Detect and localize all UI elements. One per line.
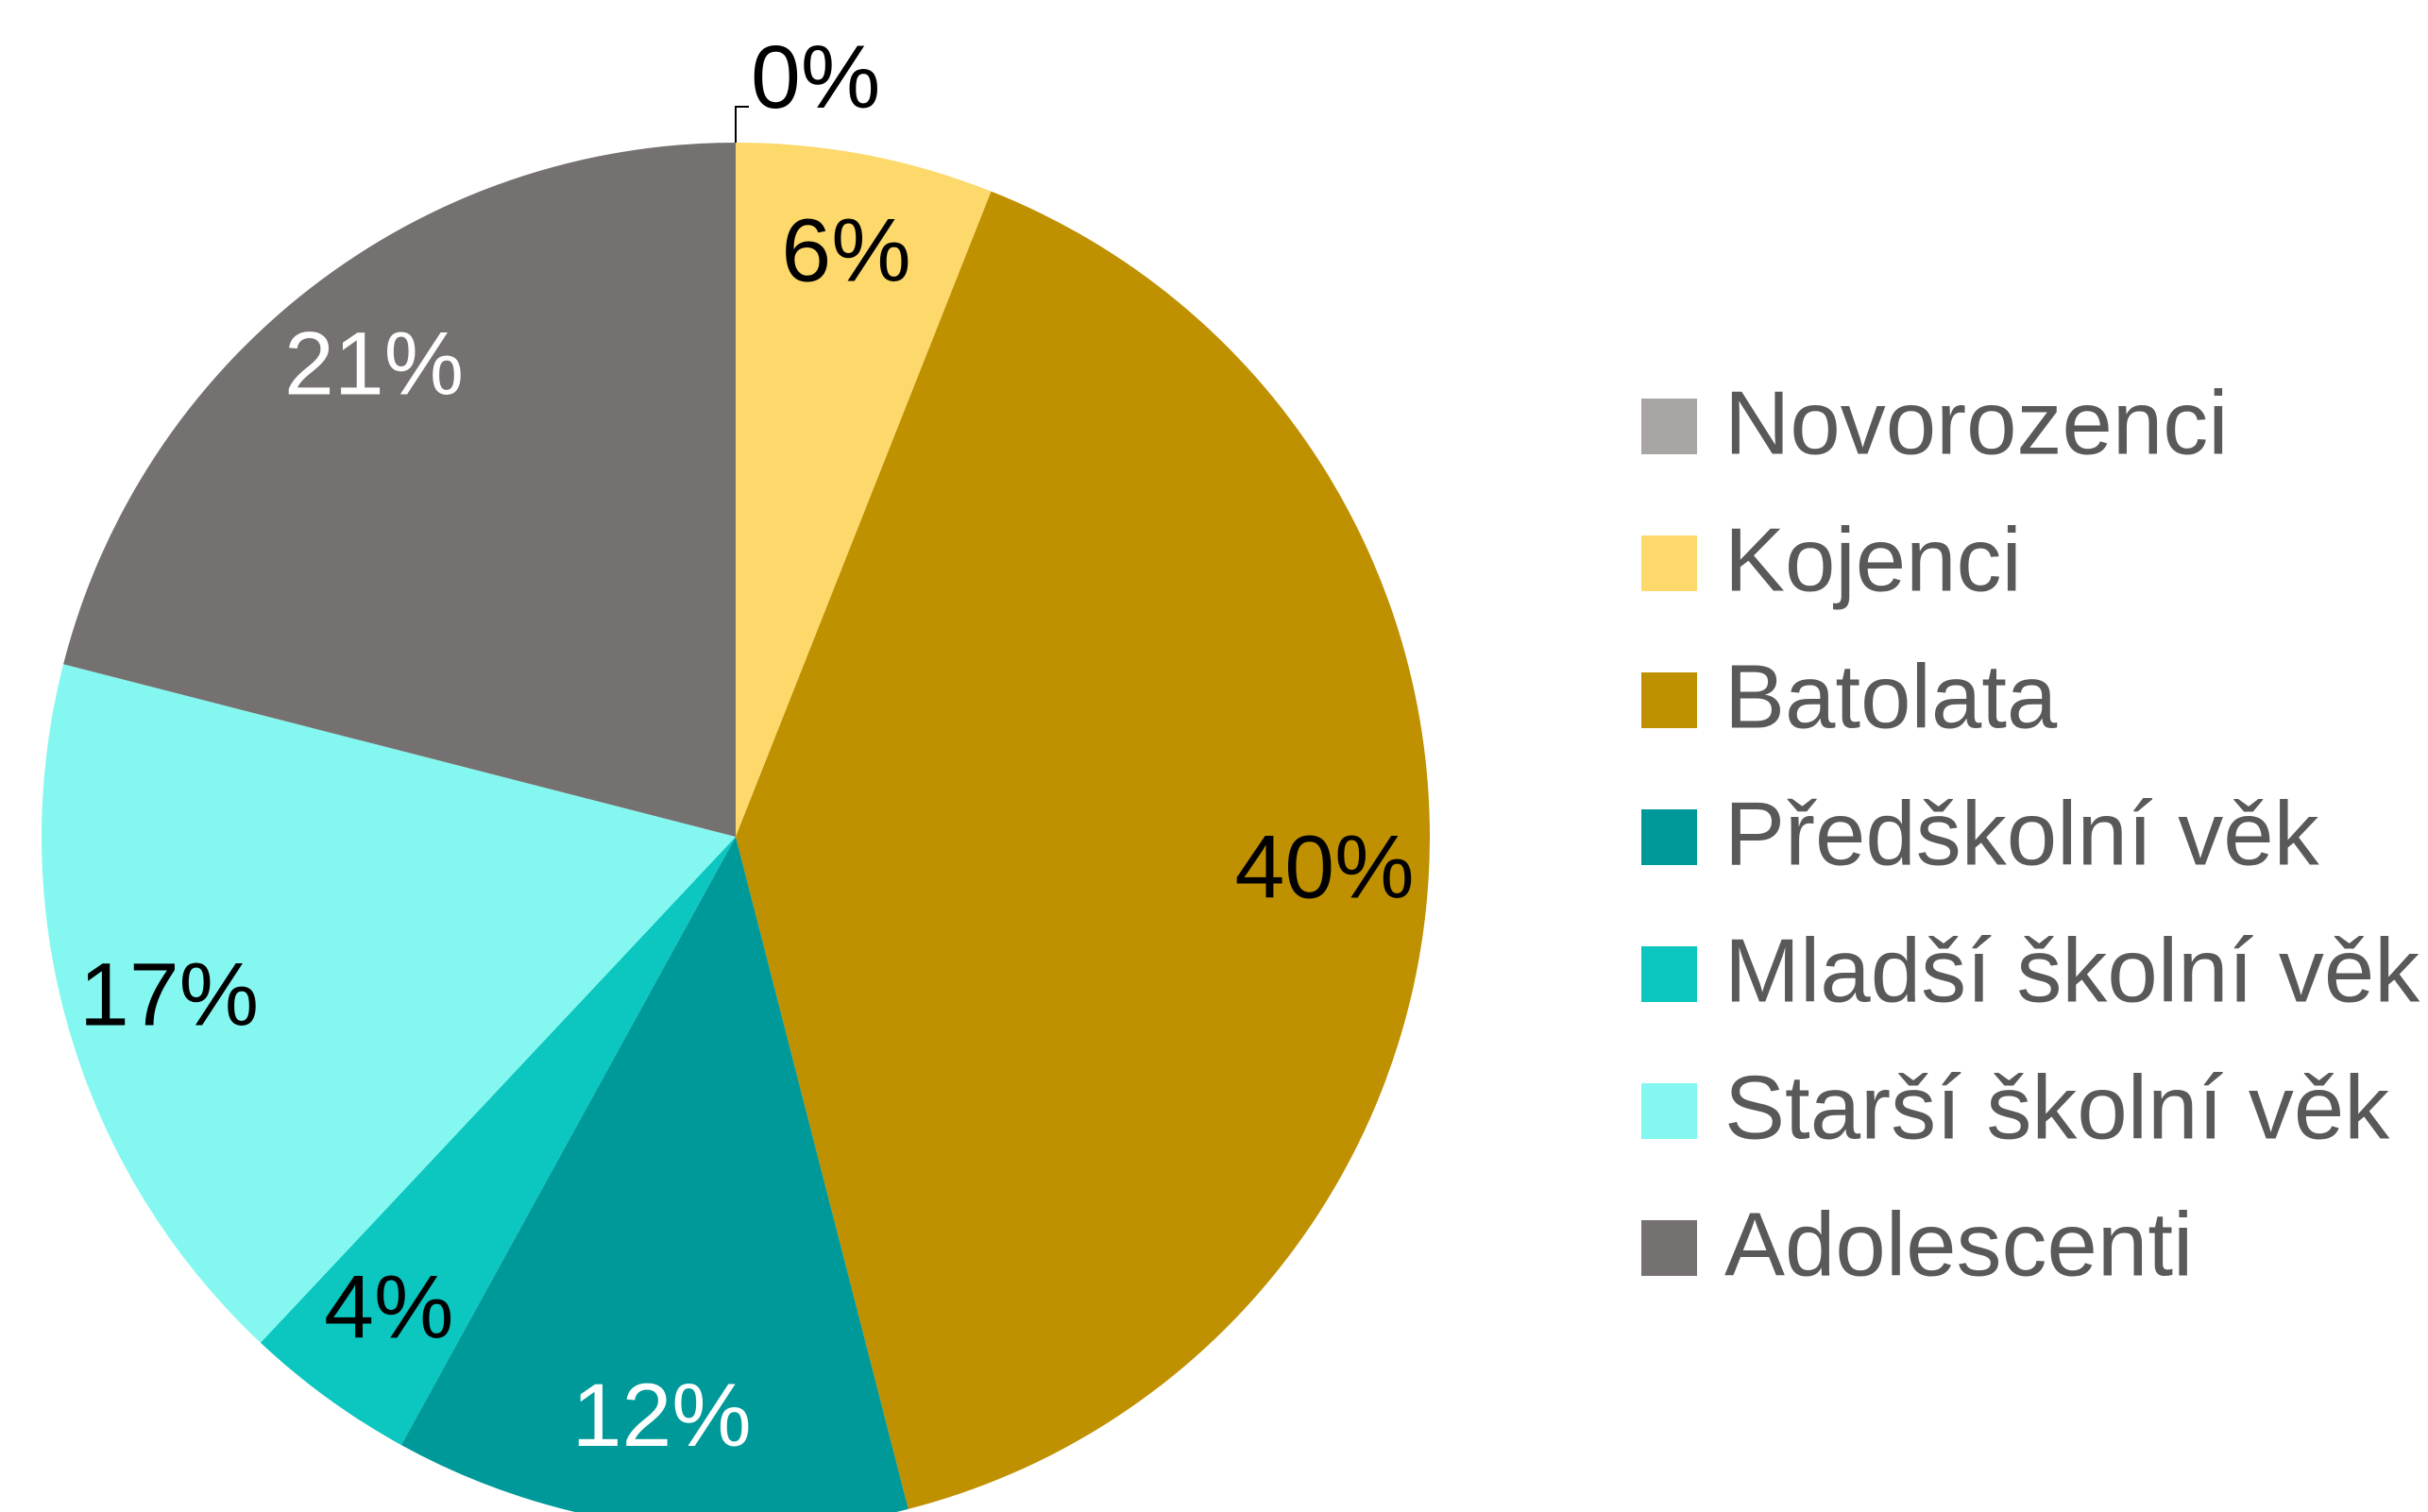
legend-label: Adolescenti	[1724, 1194, 2193, 1295]
legend-swatch	[1641, 1220, 1697, 1276]
pie-slice	[736, 191, 1430, 1509]
legend-label: Mladší školní věk	[1724, 920, 2420, 1021]
legend-label: Starší školní věk	[1724, 1057, 2390, 1158]
legend-label: Novorozenci	[1724, 372, 2229, 473]
legend-swatch	[1641, 535, 1697, 591]
pie-slice	[400, 837, 908, 1512]
legend-swatch	[1641, 809, 1697, 865]
data-label: 17%	[79, 944, 259, 1045]
pie-slice	[41, 664, 737, 1343]
data-label: 21%	[284, 314, 464, 414]
data-label: 12%	[572, 1366, 752, 1466]
pie-slice	[736, 143, 992, 837]
pie-slice	[260, 837, 736, 1446]
data-label: 40%	[1234, 817, 1414, 917]
legend-swatch	[1641, 672, 1697, 728]
legend-label: Předškolní věk	[1724, 783, 2320, 884]
pie-slice	[63, 143, 737, 837]
legend-label: Batolata	[1724, 646, 2058, 747]
legend-swatch	[1641, 946, 1697, 1002]
data-label: 0%	[751, 27, 880, 127]
data-label: 4%	[324, 1258, 453, 1358]
legend-swatch	[1641, 1083, 1697, 1139]
leader-line	[735, 106, 749, 143]
legend-label: Kojenci	[1724, 509, 2022, 610]
legend-swatch	[1641, 399, 1697, 454]
data-label: 6%	[781, 200, 910, 300]
